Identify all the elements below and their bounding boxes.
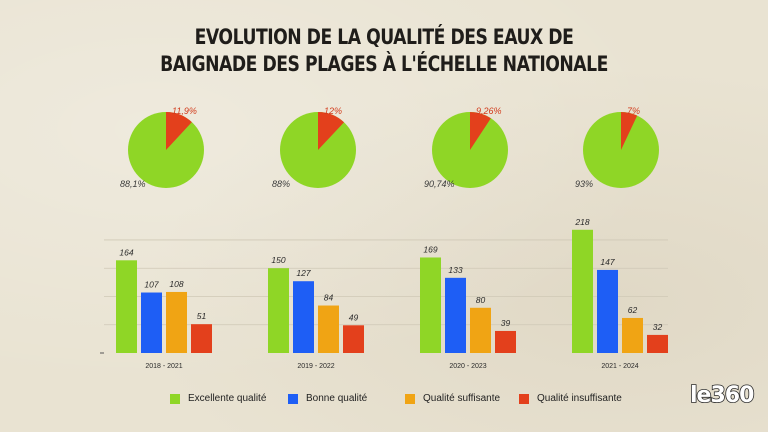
pie-label-major: 88,1%: [120, 179, 146, 189]
legend-swatch: [170, 393, 180, 404]
bar-value-label: 133: [448, 265, 462, 275]
bar-value-label: 62: [628, 305, 638, 315]
legend-label: Qualité insuffisante: [537, 393, 622, 404]
bar-value-label: 218: [574, 217, 589, 227]
pie-label-major: 93%: [575, 179, 593, 189]
bar: [597, 269, 618, 353]
bar: [318, 305, 339, 353]
chart-title-line-2: BAIGNADE DES PLAGES À L'ÉCHELLE NATIONAL…: [160, 52, 608, 76]
legend-label: Qualité suffisante: [423, 393, 501, 404]
bar-value-label: 164: [119, 247, 133, 257]
legend-swatch: [405, 393, 415, 404]
pie-slice-minor: [621, 112, 638, 150]
bar-group-4: 218 147 62 32 2021 - 2024: [572, 217, 668, 370]
le360-logo: le360: [689, 382, 755, 409]
bar: [191, 324, 212, 353]
legend-item: Bonne qualité: [288, 393, 367, 404]
bar: [343, 325, 364, 353]
pie-2: 12% 88%: [272, 106, 356, 189]
legend-label: Bonne qualité: [306, 393, 368, 404]
category-label: 2020 - 2023: [449, 363, 486, 370]
bar-value-label: 39: [501, 318, 511, 328]
bar-value-label: 169: [423, 244, 437, 254]
bar: [622, 317, 643, 353]
bar: [495, 330, 516, 353]
pie-label-minor: 9,26%: [476, 106, 502, 116]
bar-group-3: 169 133 80 39 2020 - 2023: [420, 244, 516, 370]
chart-title-line-1: EVOLUTION DE LA QUALITÉ DES EAUX DE: [194, 25, 574, 49]
legend-item: Excellente qualité: [170, 393, 266, 404]
bar-value-label: 147: [600, 257, 614, 267]
bar-value-label: 51: [197, 311, 207, 321]
legend-item: Qualité insuffisante: [519, 393, 622, 404]
bar-value-label: 127: [296, 268, 310, 278]
pie-label-minor: 11,9%: [172, 106, 197, 116]
bar: [470, 307, 491, 353]
bar: [116, 260, 137, 353]
bar: [572, 229, 593, 353]
pie-4: 7% 93%: [575, 106, 659, 189]
bar-value-label: 108: [169, 279, 183, 289]
bar-group-1: 164 107 108 51 2018 - 2021: [116, 247, 212, 370]
pie-slice-minor: [318, 112, 345, 150]
pie-slice-minor: [470, 112, 491, 150]
category-label: 2019 - 2022: [297, 363, 334, 370]
bar: [445, 277, 466, 353]
bar: [293, 281, 314, 353]
bar: [647, 334, 668, 353]
chart-title: EVOLUTION DE LA QUALITÉ DES EAUX DE BAIG…: [69, 24, 699, 78]
pie-label-minor: 7%: [627, 106, 640, 116]
category-label: 2018 - 2021: [145, 363, 182, 370]
legend-label: Excellente qualité: [188, 393, 267, 404]
bar-value-label: 150: [271, 255, 285, 265]
pie-label-minor: 12%: [324, 106, 342, 116]
bar: [166, 291, 187, 353]
bar-value-label: 107: [144, 280, 158, 290]
category-label: 2021 - 2024: [601, 363, 638, 370]
pie-slice-minor: [166, 112, 192, 150]
legend-swatch: [288, 393, 298, 404]
pie-label-major: 90,74%: [424, 179, 455, 189]
bar: [141, 292, 162, 353]
legend: Excellente qualité Bonne qualité Qualité s…: [0, 393, 768, 409]
bar-value-label: 80: [476, 295, 486, 305]
bar-group-2: 150 127 84 49 2019 - 2022: [268, 255, 364, 370]
pie-label-major: 88%: [272, 179, 290, 189]
bar-value-label: 32: [653, 322, 663, 332]
bar-value-label: 84: [324, 293, 334, 303]
bar: [420, 257, 441, 353]
pie-3: 9,26% 90,74%: [424, 106, 508, 189]
bar-value-label: 49: [349, 312, 359, 322]
pie-1: 11,9% 88,1%: [120, 106, 204, 189]
legend-item: Qualité suffisante: [405, 393, 500, 404]
legend-swatch: [519, 393, 529, 404]
bar: [268, 268, 289, 353]
